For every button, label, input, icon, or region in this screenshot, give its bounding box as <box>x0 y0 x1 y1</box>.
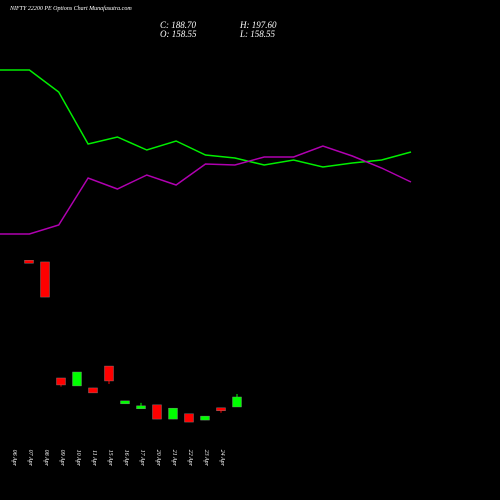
x-tick-label: 21 Apr <box>171 450 177 467</box>
x-tick-label: 17 Apr <box>139 450 145 467</box>
x-tick-label: 11 Apr <box>91 450 97 467</box>
x-tick-label: 08 Apr <box>43 450 49 467</box>
x-tick-label: 07 Apr <box>27 450 33 467</box>
candle-body <box>152 404 162 420</box>
candle-body <box>200 415 210 421</box>
candle-body <box>24 260 34 264</box>
x-tick-label: 20 Apr <box>155 450 161 467</box>
candle-body <box>136 405 146 410</box>
candle-body <box>88 387 98 394</box>
x-tick-label: 06 Apr <box>11 450 17 467</box>
indicator-line <box>0 145 412 235</box>
x-tick-label: 10 Apr <box>75 450 81 467</box>
chart-title: NIFTY 22200 PE Options Chart Munafasutra… <box>9 5 132 12</box>
candle-body <box>120 400 130 405</box>
x-tick-label: 15 Apr <box>107 450 113 467</box>
candle-body <box>216 407 226 412</box>
candle-body <box>104 365 114 382</box>
candle-body <box>168 407 178 420</box>
x-tick-label: 24 Apr <box>219 450 226 467</box>
ohlc-label: O: 158.55 <box>160 29 197 39</box>
ohlc-label: H: 197.60 <box>239 20 277 30</box>
ohlc-label: C: 188.70 <box>160 20 197 30</box>
x-tick-label: 22 Apr <box>187 450 193 467</box>
x-tick-label: 23 Apr <box>203 450 209 467</box>
x-tick-label: 16 Apr <box>123 450 129 467</box>
candle-body <box>184 413 194 423</box>
candle-body <box>232 396 242 408</box>
candle-body <box>40 261 50 298</box>
candle-body <box>56 377 66 386</box>
ohlc-label: L: 158.55 <box>239 29 276 39</box>
x-tick-label: 09 Apr <box>59 450 65 467</box>
candle-body <box>72 371 82 387</box>
indicator-line <box>0 69 412 168</box>
